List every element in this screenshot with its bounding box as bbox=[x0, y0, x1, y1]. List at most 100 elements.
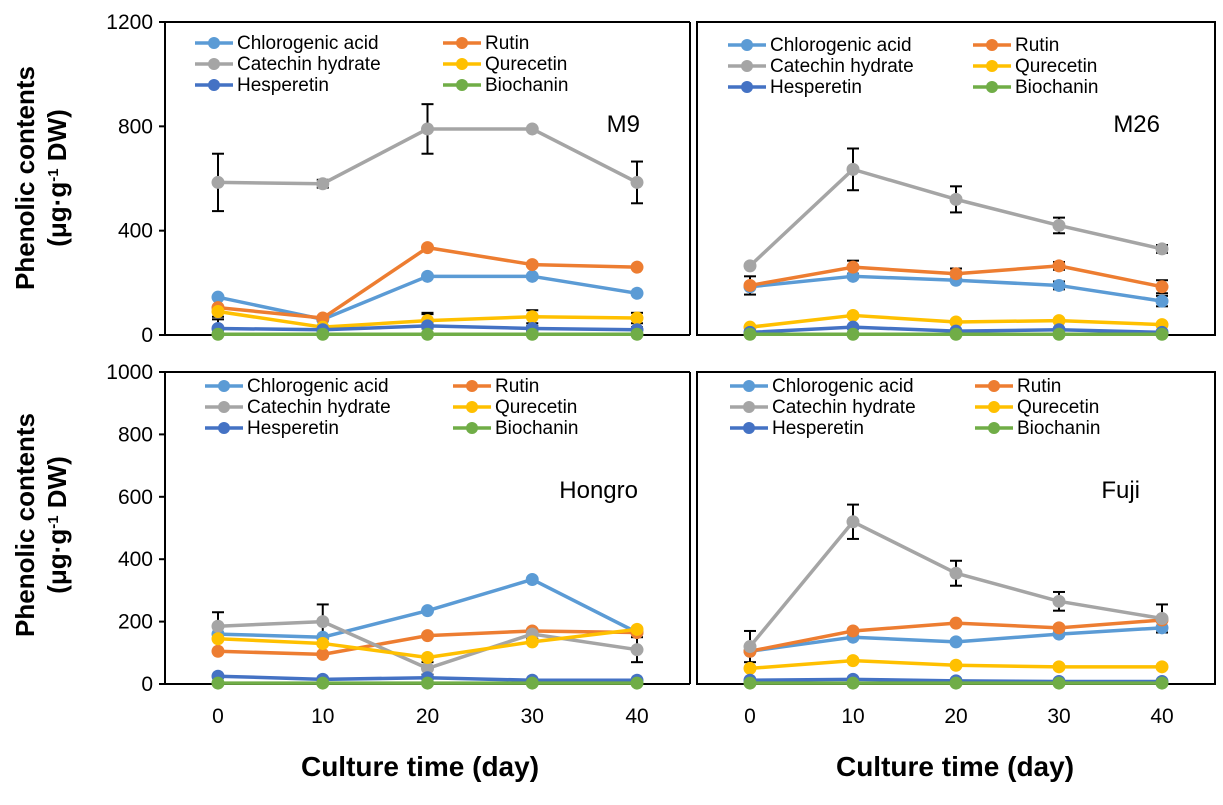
data-point bbox=[846, 162, 860, 176]
data-point bbox=[525, 676, 539, 690]
data-point bbox=[211, 632, 225, 646]
data-point bbox=[421, 661, 434, 675]
data-point bbox=[1155, 611, 1169, 625]
data-point bbox=[949, 566, 963, 580]
data-point bbox=[630, 260, 644, 274]
data-point bbox=[949, 267, 963, 281]
legend-swatch-marker bbox=[466, 422, 478, 434]
x-tick-label: 10 bbox=[311, 705, 334, 728]
x-tick-label: 30 bbox=[1047, 705, 1070, 728]
data-point bbox=[630, 676, 644, 690]
y-axis-title-bottom: Phenolic contents (μg·g-1 DW) bbox=[10, 413, 72, 637]
data-point bbox=[846, 260, 860, 274]
data-point bbox=[846, 515, 860, 529]
data-point bbox=[316, 647, 330, 661]
data-point bbox=[630, 311, 644, 325]
x-tick-label: 20 bbox=[944, 705, 967, 728]
legend-label: Rutin bbox=[1017, 376, 1061, 397]
legend-label: Rutin bbox=[1015, 35, 1059, 56]
legend-swatch-marker bbox=[208, 58, 220, 70]
data-point bbox=[949, 676, 963, 690]
legend-swatch-marker bbox=[988, 380, 1000, 392]
panel-label: Fuji bbox=[1101, 477, 1140, 504]
legend-swatch-marker bbox=[456, 37, 468, 49]
y-tick-label: 400 bbox=[118, 220, 153, 243]
data-point bbox=[1052, 259, 1066, 273]
legend-label: Biochanin bbox=[1015, 77, 1098, 98]
y-axis-title-line1: Phenolic contents bbox=[10, 66, 40, 290]
legend-swatch-marker bbox=[988, 401, 1000, 413]
data-point bbox=[525, 258, 539, 272]
data-point bbox=[525, 269, 539, 283]
data-point bbox=[211, 327, 225, 341]
x-tick-label: 20 bbox=[416, 705, 439, 728]
legend-swatch-marker bbox=[743, 401, 755, 413]
data-point bbox=[949, 315, 963, 329]
data-point bbox=[630, 643, 644, 657]
legend-swatch-marker bbox=[741, 60, 753, 72]
legend-label: Hesperetin bbox=[772, 418, 864, 439]
x-tick-label: 40 bbox=[1150, 705, 1173, 728]
y-tick-label: 800 bbox=[118, 115, 153, 138]
data-point bbox=[743, 676, 757, 690]
data-point bbox=[421, 650, 434, 664]
data-point bbox=[1052, 621, 1066, 635]
legend-label: Biochanin bbox=[485, 75, 568, 96]
data-point bbox=[1052, 314, 1066, 328]
legend-label: Qurecetin bbox=[485, 54, 567, 75]
panel-bottom-left: 0 200 400 600 800 1000 0 10 20 30 40 Hongro Chloroge… bbox=[106, 361, 691, 728]
y-tick-label: 1000 bbox=[106, 361, 153, 384]
data-point bbox=[1155, 280, 1169, 294]
data-point bbox=[211, 619, 225, 633]
data-point bbox=[211, 305, 225, 319]
y-tick-label: 0 bbox=[141, 673, 153, 696]
x-axis-title-right: Culture time (day) bbox=[836, 751, 1074, 782]
data-point bbox=[421, 629, 434, 643]
data-point bbox=[846, 269, 860, 283]
data-point bbox=[316, 327, 330, 341]
legend-label: Rutin bbox=[495, 376, 539, 397]
legend-swatch-marker bbox=[456, 58, 468, 70]
x-tick-label: 10 bbox=[841, 705, 864, 728]
data-point bbox=[1155, 327, 1169, 341]
data-point bbox=[630, 286, 644, 300]
data-point bbox=[316, 676, 330, 690]
data-point bbox=[846, 308, 860, 322]
data-point bbox=[1155, 660, 1169, 674]
legend-swatch-marker bbox=[986, 81, 998, 93]
data-point bbox=[846, 327, 860, 341]
data-point bbox=[743, 259, 757, 273]
legend-label: Catechin hydrate bbox=[247, 397, 391, 418]
data-point bbox=[630, 622, 644, 636]
data-point bbox=[421, 676, 434, 690]
legend-swatch-marker bbox=[743, 380, 755, 392]
y-axis-title-line1: Phenolic contents bbox=[10, 413, 40, 637]
data-point bbox=[1052, 660, 1066, 674]
legend-swatch-marker bbox=[218, 401, 230, 413]
data-point bbox=[1155, 242, 1169, 256]
y-tick-label: 200 bbox=[118, 611, 153, 634]
data-point bbox=[525, 122, 539, 136]
legend-swatch-marker bbox=[743, 422, 755, 434]
series-line-catechin-hydrate bbox=[748, 167, 1163, 268]
y-axis-title-line2: (μg·g-1 DW) bbox=[42, 109, 72, 247]
x-axis-title-left: Culture time (day) bbox=[301, 751, 539, 782]
legend-label: Chlorogenic acid bbox=[247, 376, 389, 397]
x-tick-label: 40 bbox=[625, 705, 648, 728]
data-point bbox=[1155, 294, 1169, 308]
data-point bbox=[743, 640, 757, 654]
data-point bbox=[1052, 278, 1066, 292]
data-point bbox=[743, 327, 757, 341]
y-tick-label: 800 bbox=[118, 423, 153, 446]
data-point bbox=[421, 241, 434, 255]
data-point bbox=[630, 175, 644, 189]
data-point bbox=[211, 175, 225, 189]
y-tick-label: 0 bbox=[141, 324, 153, 347]
legend-label: Chlorogenic acid bbox=[770, 35, 912, 56]
legend-swatch-marker bbox=[988, 422, 1000, 434]
y-axis-title-top: Phenolic contents (μg·g-1 DW) bbox=[10, 66, 72, 290]
legend-swatch-marker bbox=[466, 380, 478, 392]
panel-bottom-right: 0 10 20 30 40 Fuji Chlorogenic acid Rutin Catech… bbox=[696, 371, 1216, 728]
legend-label: Rutin bbox=[485, 33, 529, 54]
